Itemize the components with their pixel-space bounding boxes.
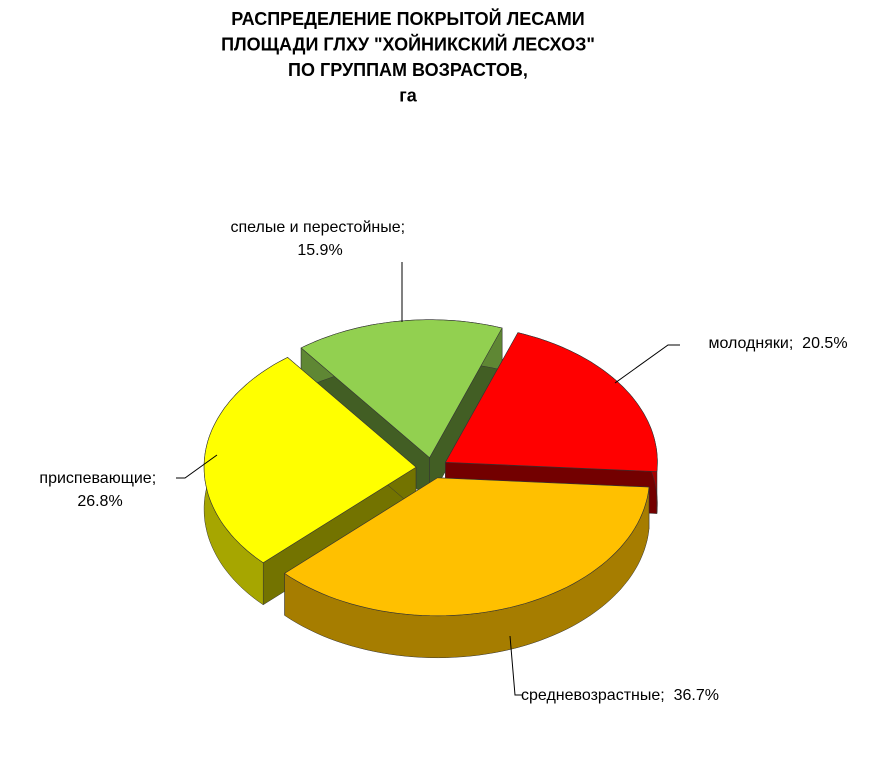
label-value: 36.7% <box>673 687 719 704</box>
chart-title: га <box>399 85 417 105</box>
label-category: приспевающие <box>39 470 152 487</box>
label-category: спелые и перестойные <box>230 219 401 236</box>
label-value: 26.8% <box>77 493 123 510</box>
label-value: 15.9% <box>297 242 343 259</box>
leader-line <box>176 454 218 479</box>
label-category: средневозрастные <box>521 687 661 704</box>
data-label: приспевающие; 26.8% <box>20 467 180 513</box>
data-label: молодняки; 20.5% <box>683 332 873 355</box>
data-label: спелые и перестойные; 15.9% <box>215 216 425 262</box>
slice <box>300 319 503 459</box>
slice <box>203 357 417 564</box>
slice <box>284 477 650 617</box>
label-separator: ; <box>660 687 665 704</box>
data-label: средневозрастные; 36.7% <box>520 684 720 707</box>
slice <box>444 332 658 472</box>
chart-title: ПО ГРУППАМ ВОЗРАСТОВ, <box>288 60 528 80</box>
label-value: 20.5% <box>802 335 848 352</box>
leader-line <box>614 344 680 384</box>
chart-title: ПЛОЩАДИ ГЛХУ "ХОЙНИКСКИЙ ЛЕСХОЗ" <box>221 33 595 54</box>
chart-title: РАСПРЕДЕЛЕНИЕ ПОКРЫТОЙ ЛЕСАМИ <box>231 8 585 29</box>
label-separator: ; <box>151 470 157 487</box>
leader-line <box>509 635 523 696</box>
label-separator: ; <box>400 219 406 236</box>
label-category: молодняки <box>708 335 789 352</box>
label-separator: ; <box>788 335 794 352</box>
